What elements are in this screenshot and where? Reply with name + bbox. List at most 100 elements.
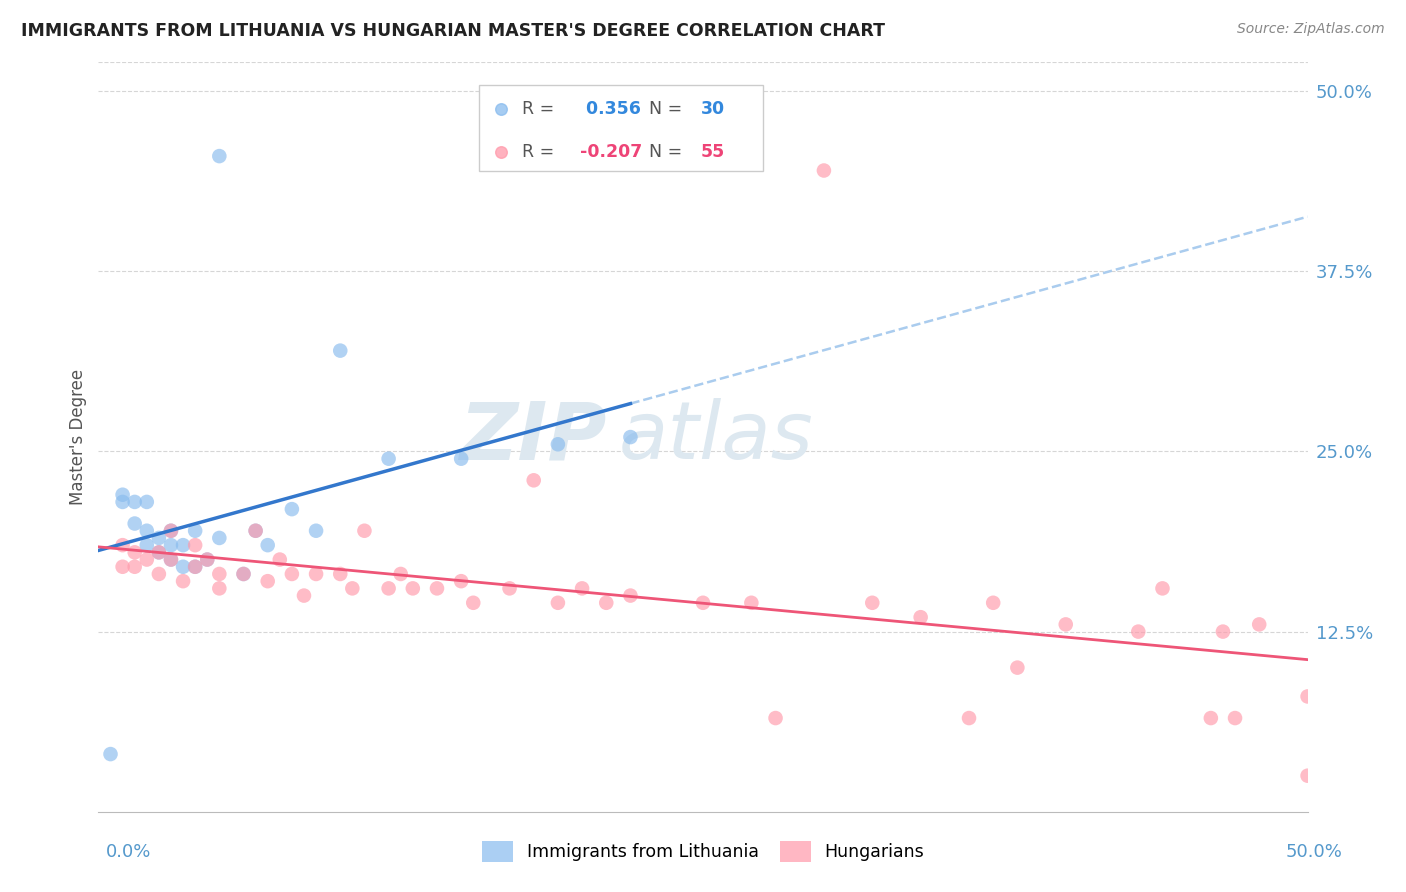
Point xyxy=(135,524,157,538)
Point xyxy=(148,531,170,545)
Text: 50.0%: 50.0% xyxy=(1286,843,1343,861)
Y-axis label: Master's Degree: Master's Degree xyxy=(69,369,87,505)
Point xyxy=(148,545,170,559)
Point xyxy=(124,545,146,559)
Text: 0.0%: 0.0% xyxy=(105,843,150,861)
Point xyxy=(1296,769,1319,783)
Point xyxy=(124,559,146,574)
Point xyxy=(1199,711,1222,725)
Point xyxy=(135,552,157,566)
Point xyxy=(269,552,291,566)
Text: -0.207: -0.207 xyxy=(579,143,643,161)
Point xyxy=(160,524,183,538)
Text: R =: R = xyxy=(522,143,560,161)
Text: ZIP: ZIP xyxy=(458,398,606,476)
Point xyxy=(1296,690,1319,704)
Point xyxy=(232,566,254,581)
Point xyxy=(160,538,183,552)
Point xyxy=(195,552,218,566)
Point xyxy=(498,582,520,596)
Point xyxy=(281,502,304,516)
Point xyxy=(124,516,146,531)
Point xyxy=(208,149,231,163)
Text: N =: N = xyxy=(648,100,688,118)
Point xyxy=(160,552,183,566)
Point xyxy=(135,538,157,552)
Point xyxy=(329,343,352,358)
Legend: Immigrants from Lithuania, Hungarians: Immigrants from Lithuania, Hungarians xyxy=(477,837,929,867)
Point xyxy=(195,552,218,566)
Point xyxy=(208,582,231,596)
Point xyxy=(111,559,134,574)
Point xyxy=(765,711,787,725)
Point xyxy=(245,524,267,538)
Text: 0.356: 0.356 xyxy=(579,100,641,118)
Point xyxy=(160,552,183,566)
Point xyxy=(256,574,278,589)
Point xyxy=(377,582,399,596)
Point xyxy=(692,596,714,610)
Point xyxy=(571,582,593,596)
Point xyxy=(523,473,546,487)
Point xyxy=(148,545,170,559)
Point xyxy=(232,566,254,581)
Point xyxy=(342,582,364,596)
Point xyxy=(377,451,399,466)
Point xyxy=(1007,660,1029,674)
Point xyxy=(160,524,183,538)
FancyBboxPatch shape xyxy=(479,85,763,171)
Text: IMMIGRANTS FROM LITHUANIA VS HUNGARIAN MASTER'S DEGREE CORRELATION CHART: IMMIGRANTS FROM LITHUANIA VS HUNGARIAN M… xyxy=(21,22,886,40)
Point xyxy=(184,524,207,538)
Point xyxy=(184,538,207,552)
Point xyxy=(450,451,472,466)
Text: atlas: atlas xyxy=(619,398,813,476)
Point xyxy=(1128,624,1150,639)
Point xyxy=(1152,582,1174,596)
Point xyxy=(1223,711,1246,725)
Point xyxy=(256,538,278,552)
Point xyxy=(184,559,207,574)
Point xyxy=(1212,624,1234,639)
Point xyxy=(124,495,146,509)
Point xyxy=(450,574,472,589)
Point xyxy=(547,596,569,610)
Text: R =: R = xyxy=(522,100,560,118)
Point xyxy=(402,582,425,596)
Point xyxy=(595,596,617,610)
Point xyxy=(547,437,569,451)
Point xyxy=(353,524,375,538)
Point xyxy=(910,610,932,624)
Point xyxy=(292,589,315,603)
Point xyxy=(245,524,267,538)
Point xyxy=(148,566,170,581)
Text: Source: ZipAtlas.com: Source: ZipAtlas.com xyxy=(1237,22,1385,37)
Point xyxy=(281,566,304,581)
Point xyxy=(981,596,1004,610)
Point xyxy=(172,538,194,552)
Point xyxy=(172,574,194,589)
Point xyxy=(172,559,194,574)
Point xyxy=(1054,617,1077,632)
Point xyxy=(305,566,328,581)
Point xyxy=(619,430,641,444)
Point xyxy=(100,747,122,761)
Point xyxy=(463,596,485,610)
Point xyxy=(135,495,157,509)
Point xyxy=(111,495,134,509)
Point xyxy=(860,596,883,610)
Point xyxy=(740,596,762,610)
Text: 55: 55 xyxy=(700,143,725,161)
Text: N =: N = xyxy=(648,143,688,161)
Point xyxy=(1249,617,1271,632)
Point xyxy=(305,524,328,538)
Point xyxy=(619,589,641,603)
Text: 30: 30 xyxy=(700,100,724,118)
Point xyxy=(426,582,449,596)
Point xyxy=(111,538,134,552)
Point xyxy=(813,163,835,178)
Point xyxy=(957,711,980,725)
Point xyxy=(184,559,207,574)
Point xyxy=(208,566,231,581)
Point xyxy=(208,531,231,545)
Point xyxy=(111,488,134,502)
